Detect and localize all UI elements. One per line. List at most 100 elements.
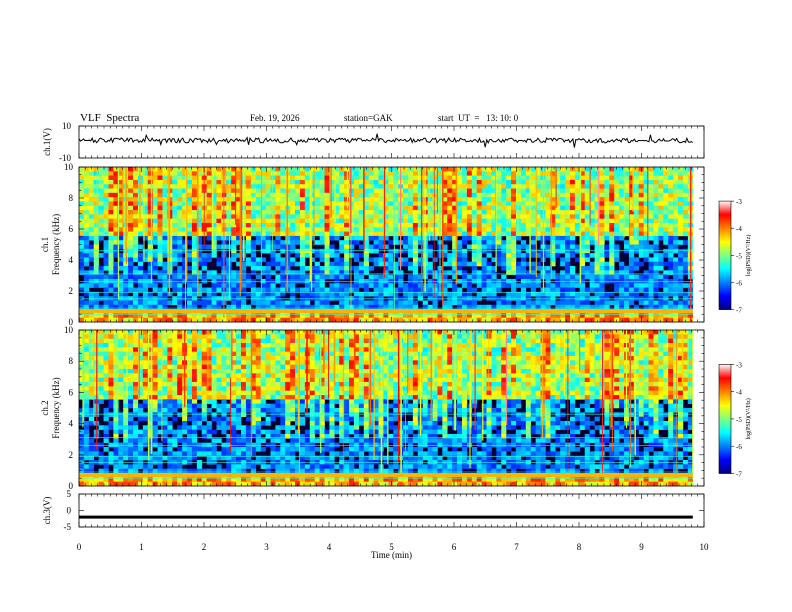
spectrogram-cell [103, 227, 109, 232]
spectrogram-cell [88, 338, 95, 344]
spectrogram-cell [191, 356, 198, 361]
spectrogram-cell [152, 184, 158, 189]
spectrogram-cell [530, 235, 536, 241]
spectrogram-cell [417, 274, 423, 280]
spectrogram-cell [555, 197, 561, 202]
spectrogram-cell [79, 438, 85, 443]
spectrogram-cell [432, 197, 438, 202]
spectrogram-cell [309, 266, 315, 271]
spectrogram-cell [162, 390, 168, 396]
spectrogram-cell [525, 197, 532, 202]
spectrogram-cell [574, 278, 581, 284]
spectrogram-cell [201, 253, 207, 258]
spectrogram-cell [491, 257, 497, 263]
spectrogram-cell [682, 179, 689, 185]
spectrogram-cell [108, 287, 114, 293]
spectrogram-cell [123, 274, 129, 280]
spectrogram-cell [471, 179, 478, 185]
spectrogram-cell [545, 291, 551, 297]
spectrogram-cell [133, 377, 139, 383]
spectrogram-cell [113, 278, 119, 284]
spectrogram-cell [103, 205, 109, 211]
spectrogram-cell [118, 317, 124, 323]
spectrogram-cell [147, 270, 153, 275]
spectrogram-cell [334, 218, 340, 224]
spectrogram-cell [187, 442, 193, 448]
spectrogram-cell [108, 304, 114, 310]
spectrogram-cell [162, 235, 168, 241]
spectrogram-cell [260, 192, 266, 198]
spectrogram-cell [177, 278, 183, 284]
spectrogram-cell [231, 188, 237, 194]
spectrogram-cell [648, 179, 654, 185]
spectrogram-cell [147, 317, 153, 323]
spectrogram-cell [216, 175, 222, 181]
spectrogram-cell [250, 179, 257, 185]
spectrogram-cell [628, 227, 635, 232]
spectrogram-cell [476, 261, 482, 267]
spectrogram-cell [589, 313, 595, 318]
spectrogram-cell [128, 416, 134, 422]
spectrogram-cell [128, 351, 134, 357]
spectrogram-cell [481, 197, 487, 202]
spectrogram-cell [466, 210, 473, 215]
spectrogram-cell [98, 343, 104, 348]
spectrogram-cell [501, 266, 507, 271]
spectrogram-cell [108, 248, 114, 254]
spectrogram-cell [574, 214, 581, 219]
spectrogram-cell [260, 304, 266, 310]
spectrogram-cell [177, 167, 183, 172]
spectrogram-cell [152, 434, 158, 439]
spectrogram-cell [83, 171, 90, 176]
spectrogram-cell [83, 451, 90, 456]
spectrogram-cell [560, 175, 566, 181]
spectrogram-cell [363, 205, 369, 211]
spectrogram-cell [668, 240, 674, 245]
spectrogram-cell [599, 197, 605, 202]
spectrogram-cell [403, 248, 409, 254]
spectrogram-cell [476, 197, 482, 202]
spectrogram-cell [191, 447, 198, 452]
spectrogram-cell [304, 253, 311, 258]
spectrogram-cell [442, 222, 448, 228]
spectrogram-cell [157, 227, 163, 232]
spectrogram-cell [511, 235, 517, 241]
spectrogram-cell [275, 205, 281, 211]
spectrogram-cell [653, 171, 659, 176]
spectrogram-cell [241, 304, 247, 310]
spectrogram-cell [339, 274, 345, 280]
spectrogram-cell [614, 304, 620, 310]
spectrogram-cell [123, 403, 129, 409]
spectrogram-cell [486, 205, 492, 211]
spectrogram-cell [678, 270, 684, 275]
spectrogram-cell [309, 167, 315, 172]
spectrogram-cell [471, 188, 478, 194]
spectrogram-cell [511, 184, 517, 189]
spectrogram-cell [614, 313, 620, 318]
spectrogram-cell [255, 304, 261, 310]
spectrogram-cell [447, 222, 453, 228]
spectrogram-cell [545, 188, 551, 194]
spectrogram-cell [452, 175, 458, 181]
spectrogram-cell [142, 369, 149, 374]
spectrogram-cell [574, 205, 581, 211]
spectrogram-cell [133, 192, 139, 198]
spectrogram-cell [466, 205, 473, 211]
spectrogram-cell [442, 205, 448, 211]
spectrogram-cell [231, 317, 237, 323]
spectrogram-cell [142, 304, 149, 310]
spectrogram-cell [604, 317, 610, 323]
spectrogram-cell [609, 184, 615, 189]
spectrogram-cell [113, 231, 119, 237]
spectrogram-cell [128, 188, 134, 194]
spectrogram-cell [570, 227, 576, 232]
spectrogram-cell [324, 188, 330, 194]
spectrogram-cell [147, 167, 153, 172]
spectrogram-cell [344, 300, 350, 306]
spectrogram-cell [142, 253, 149, 258]
spectrogram-cell [162, 253, 168, 258]
spectrogram-cell [177, 343, 183, 348]
spectrogram-cell [682, 222, 689, 228]
spectrogram-cell [103, 201, 109, 207]
spectrogram-cell [412, 201, 419, 207]
